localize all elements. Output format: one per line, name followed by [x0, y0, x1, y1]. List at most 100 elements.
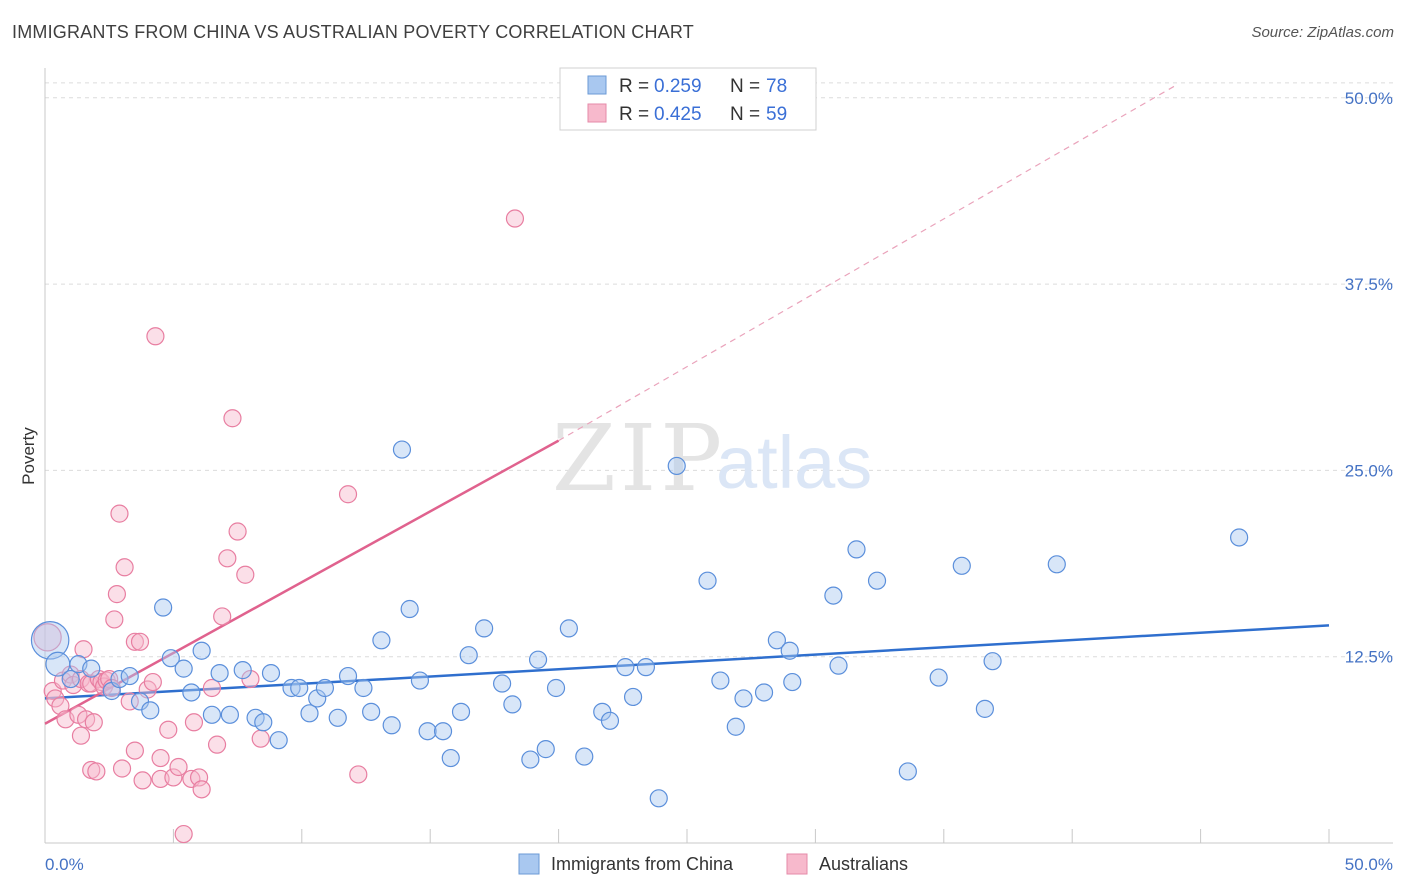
chart-source: Source: ZipAtlas.com — [1251, 24, 1394, 41]
point-0-42 — [475, 619, 494, 638]
point-1-23 — [107, 585, 127, 604]
watermark-atlas: atlas — [716, 421, 872, 504]
point-0-56 — [649, 789, 668, 808]
point-0-70 — [898, 762, 917, 781]
legend-r-label-china: R = — [619, 76, 649, 97]
y-tick-label-0: 12.5% — [1345, 648, 1393, 667]
point-0-12 — [174, 659, 193, 678]
point-1-43 — [189, 768, 209, 787]
point-1-0 — [33, 623, 62, 652]
point-1-29 — [125, 632, 144, 651]
point-0-27 — [315, 678, 335, 698]
point-0-43 — [493, 674, 512, 693]
point-1-3 — [51, 696, 70, 715]
point-0-49 — [559, 619, 578, 638]
watermark-zip: ZIP — [552, 405, 726, 512]
point-1-45 — [202, 678, 222, 698]
legend-n-label-china: N = — [730, 76, 760, 97]
point-0-36 — [410, 671, 430, 690]
point-1-27 — [120, 692, 139, 711]
point-0-54 — [623, 687, 643, 707]
y-tick-label-2: 37.5% — [1345, 275, 1393, 294]
watermark: ZIP atlas — [552, 405, 872, 512]
point-0-15 — [202, 705, 222, 724]
point-0-74 — [983, 652, 1002, 671]
point-0-52 — [600, 711, 620, 730]
point-1-26 — [115, 558, 134, 577]
point-1-38 — [164, 768, 183, 787]
point-1-57 — [84, 713, 103, 732]
point-0-61 — [734, 689, 753, 708]
point-0-69 — [867, 571, 887, 590]
point-0-21 — [261, 663, 281, 683]
point-0-59 — [711, 671, 730, 690]
legend-n-value-australians: 59 — [766, 104, 787, 125]
point-0-20 — [254, 713, 273, 732]
point-0-14 — [192, 641, 211, 660]
point-1-42 — [184, 713, 204, 732]
point-0-53 — [616, 658, 635, 677]
y-axis-label: Poverty — [19, 427, 38, 485]
point-0-8 — [130, 692, 150, 711]
y-tick-label-1: 25.0% — [1345, 461, 1393, 480]
point-0-57 — [667, 456, 686, 476]
point-0-68 — [847, 540, 866, 559]
point-1-34 — [146, 327, 165, 346]
point-0-66 — [824, 586, 843, 605]
point-1-47 — [213, 607, 232, 626]
point-0-73 — [975, 699, 994, 718]
axes — [44, 68, 1393, 844]
point-1-25 — [112, 759, 132, 778]
x-tick-label-0: 0.0% — [45, 855, 84, 874]
point-1-37 — [159, 720, 178, 739]
point-0-25 — [300, 704, 319, 723]
point-1-53 — [251, 729, 270, 748]
point-1-50 — [228, 522, 247, 541]
point-0-30 — [354, 678, 373, 698]
trend-line-0 — [44, 624, 1330, 700]
point-0-35 — [400, 599, 419, 619]
point-0-55 — [636, 658, 656, 677]
point-1-55 — [349, 765, 368, 784]
point-1-54 — [338, 485, 358, 504]
point-1-16 — [87, 762, 106, 781]
bottom-legend-label-china: Immigrants from China — [551, 854, 734, 874]
point-1-40 — [174, 824, 193, 844]
point-0-37 — [418, 722, 437, 741]
point-0-46 — [528, 650, 548, 669]
point-0-47 — [536, 740, 555, 759]
y-tick-label-3: 50.0% — [1345, 89, 1393, 108]
point-1-22 — [105, 610, 124, 629]
point-0-50 — [575, 747, 594, 766]
point-0-0 — [30, 621, 70, 660]
point-0-63 — [767, 631, 786, 650]
point-1-33 — [143, 672, 162, 692]
point-0-4 — [82, 659, 101, 678]
point-1-44 — [192, 780, 211, 799]
legend-r-value-australians: 0.425 — [654, 104, 702, 125]
series-0 — [30, 440, 1249, 808]
point-1-24 — [110, 504, 129, 523]
point-0-60 — [726, 717, 745, 736]
point-0-31 — [362, 702, 381, 721]
point-1-10 — [71, 726, 91, 745]
point-1-39 — [169, 757, 188, 777]
point-0-72 — [952, 556, 971, 575]
point-0-48 — [546, 678, 566, 698]
point-0-38 — [433, 722, 453, 741]
bottom-legend-swatch-china — [518, 853, 540, 875]
point-0-11 — [161, 649, 180, 668]
point-1-46 — [207, 735, 227, 754]
point-0-23 — [282, 678, 301, 698]
y-tick-labels: 12.5% 25.0% 37.5% 50.0% — [1345, 89, 1393, 667]
point-0-44 — [503, 695, 522, 714]
bottom-legend: Immigrants from China Australians — [518, 853, 908, 875]
legend-r-label-australians: R = — [619, 104, 649, 125]
point-0-58 — [698, 571, 717, 590]
point-0-41 — [459, 646, 478, 665]
legend-box: R = 0.259 N = 78 R = 0.425 N = 59 — [559, 67, 817, 131]
legend-n-value-china: 78 — [766, 76, 787, 97]
point-0-64 — [780, 641, 799, 660]
point-1-36 — [151, 748, 170, 768]
